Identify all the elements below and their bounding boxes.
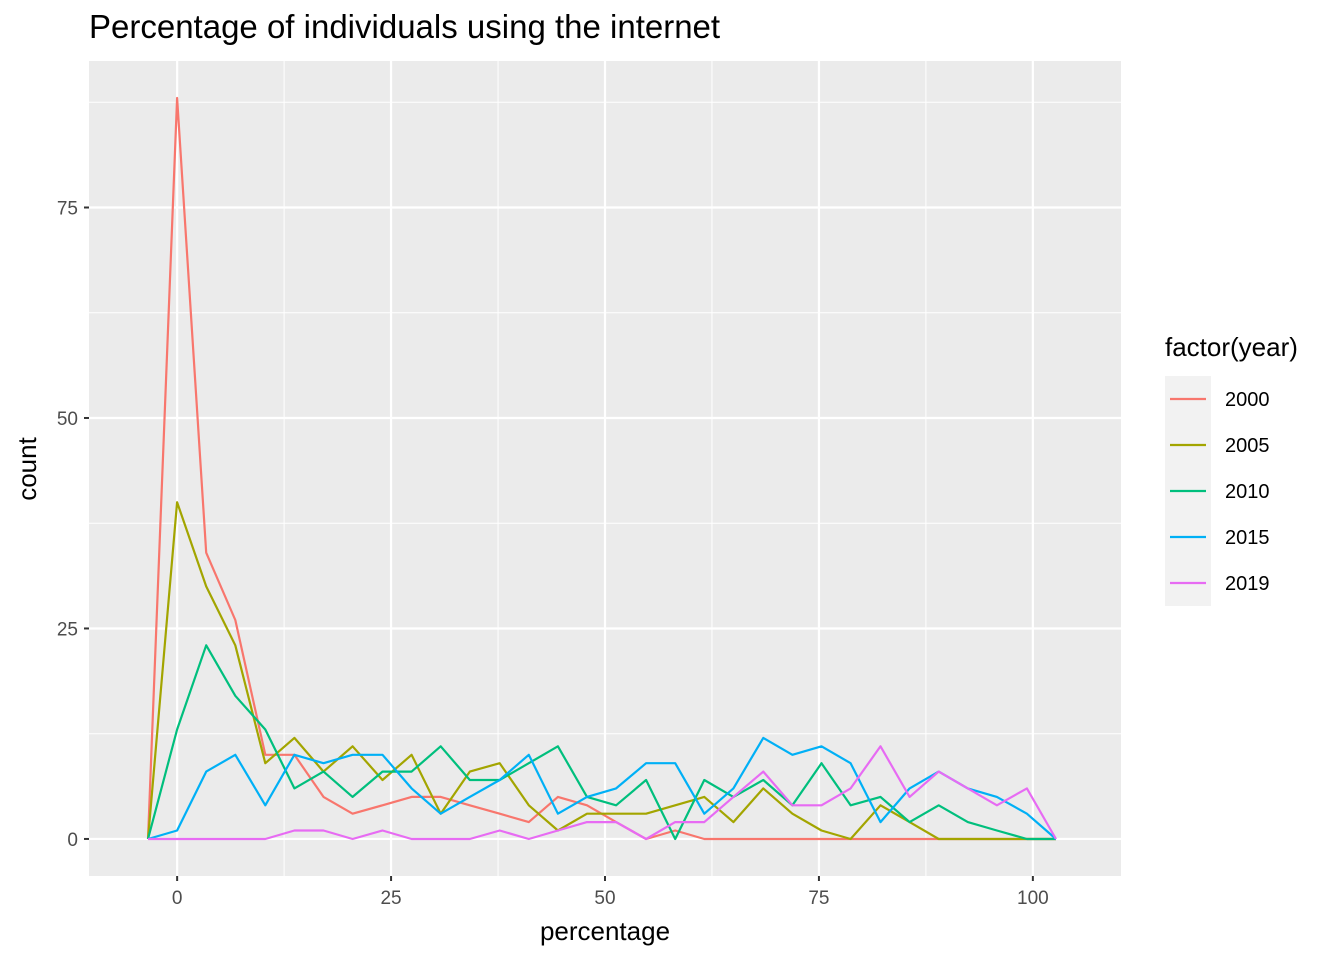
y-tick-label: 25: [57, 619, 78, 640]
series-line-2019: [148, 745, 1057, 841]
y-axis: 0 25 50 75: [57, 198, 89, 851]
series-lines: [146, 96, 1057, 841]
legend-label-2000: 2000: [1225, 389, 1270, 411]
x-axis: 0 25 50 75 100: [172, 876, 1049, 909]
major-grid: [89, 61, 1121, 876]
x-tick-label: 25: [380, 888, 401, 909]
x-tick-label: 100: [1017, 888, 1049, 909]
series-line-2010: [146, 644, 1056, 841]
legend-label-2019: 2019: [1225, 573, 1270, 595]
legend: factor(year) 2000 2005 2010 2015 2019: [1165, 332, 1298, 606]
y-tick-label: 50: [57, 409, 78, 430]
legend-label-2005: 2005: [1225, 435, 1270, 457]
x-tick-label: 50: [594, 888, 615, 909]
x-tick-label: 75: [808, 888, 829, 909]
x-axis-title: percentage: [540, 916, 670, 946]
y-tick-label: 0: [67, 830, 78, 851]
legend-label-2010: 2010: [1225, 481, 1270, 503]
y-axis-title: count: [12, 436, 42, 500]
legend-title: factor(year): [1165, 332, 1298, 362]
legend-label-2015: 2015: [1225, 527, 1270, 549]
x-tick-label: 0: [172, 888, 183, 909]
chart-title: Percentage of individuals using the inte…: [89, 8, 721, 45]
y-tick-label: 75: [57, 198, 78, 219]
series-line-2015: [147, 736, 1057, 841]
